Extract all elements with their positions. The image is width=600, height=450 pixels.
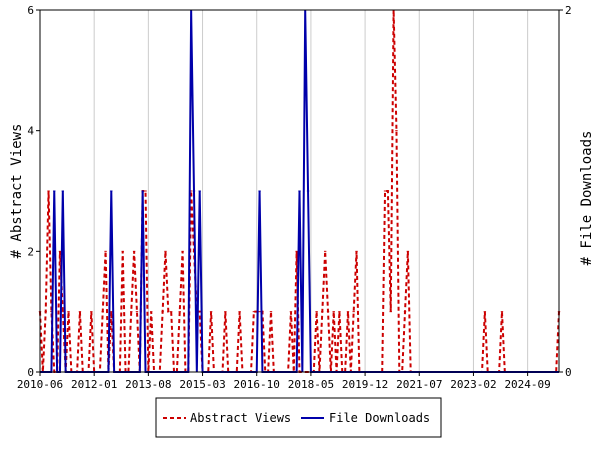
x-tick-label: 2016-10 bbox=[234, 378, 280, 391]
legend-label-abstract-views: Abstract Views bbox=[190, 411, 291, 425]
x-tick-label: 2013-08 bbox=[125, 378, 171, 391]
y-right-tick-label: 0 bbox=[565, 366, 572, 379]
y-left-tick-label: 4 bbox=[27, 125, 34, 138]
x-tick-label: 2018-05 bbox=[288, 378, 334, 391]
series-layer bbox=[38, 9, 561, 373]
x-tick-label: 2021-07 bbox=[396, 378, 442, 391]
axis-layer: 2010-06 2012-01 2013-08 2015-03 2016-10 2018-… bbox=[17, 4, 572, 391]
x-tick-label: 2019-12 bbox=[342, 378, 388, 391]
legend-box bbox=[155, 397, 442, 438]
y-left-tick-label: 0 bbox=[27, 366, 34, 379]
y-axis-right-title: # File Downloads bbox=[579, 131, 595, 266]
y-left-tick-label: 2 bbox=[27, 245, 34, 258]
y-right-tick-label: 2 bbox=[565, 4, 572, 17]
legend: Abstract Views File Downloads bbox=[155, 397, 442, 438]
x-tick-label: 2024-09 bbox=[504, 378, 550, 391]
y-left-tick-label: 6 bbox=[27, 4, 34, 17]
x-tick-label: 2015-03 bbox=[179, 378, 225, 391]
x-tick-label: 2010-06 bbox=[17, 378, 63, 391]
x-tick-label: 2012-01 bbox=[71, 378, 117, 391]
x-tick-label: 2023-02 bbox=[450, 378, 496, 391]
y-axis-left-title: # Abstract Views bbox=[9, 124, 25, 259]
plot-frame bbox=[39, 9, 560, 373]
legend-label-file-downloads: File Downloads bbox=[329, 411, 430, 425]
grid-layer bbox=[39, 10, 529, 372]
